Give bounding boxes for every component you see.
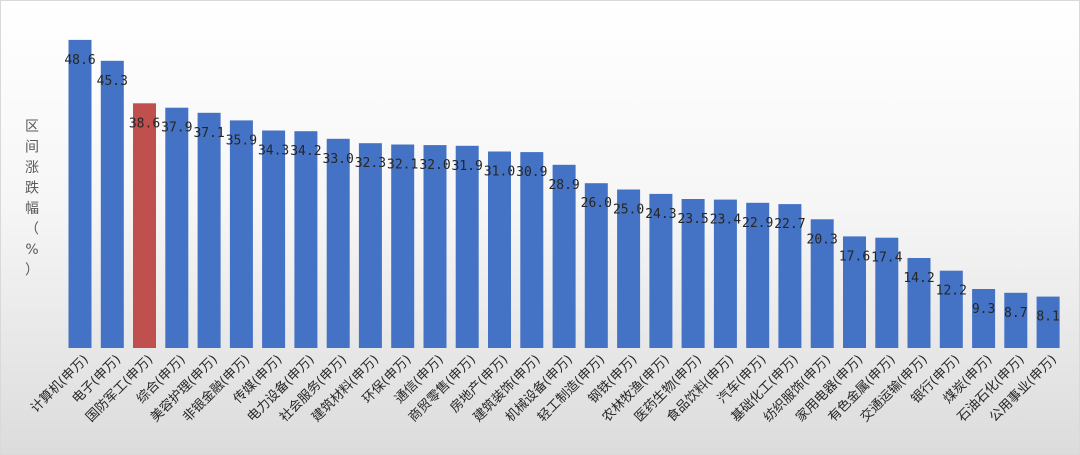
value-label: 17.6: [839, 249, 870, 264]
value-label: 12.2: [936, 284, 967, 299]
value-label: 31.9: [452, 159, 483, 174]
value-label: 8.7: [1004, 306, 1027, 321]
bar: [488, 151, 511, 348]
bar: [1004, 292, 1028, 348]
bar: [294, 131, 318, 348]
bar: [197, 112, 221, 348]
value-label: 32.1: [387, 158, 418, 173]
bar: [165, 107, 189, 348]
value-label: 30.9: [516, 165, 547, 180]
bar: [358, 143, 382, 348]
y-axis-label: 区间涨跌幅（%）: [25, 119, 39, 279]
value-label: 22.9: [742, 216, 773, 231]
value-label: 26.0: [581, 196, 612, 211]
value-label: 45.3: [97, 74, 128, 89]
bar: [778, 204, 802, 348]
bar: [391, 144, 415, 348]
bars-group: [68, 39, 1060, 349]
value-label: 22.7: [774, 217, 805, 232]
value-label: 9.3: [972, 302, 995, 317]
bar: [423, 145, 447, 348]
bar: [1036, 296, 1060, 348]
value-label: 17.4: [871, 251, 902, 266]
bar: [617, 189, 641, 348]
value-label: 8.1: [1036, 310, 1059, 325]
value-label: 37.9: [161, 121, 192, 136]
value-label: 28.9: [548, 178, 579, 193]
bar: [649, 193, 673, 348]
value-label: 31.0: [484, 165, 515, 180]
value-label: 34.3: [258, 144, 289, 159]
bar: [681, 199, 705, 348]
value-label: 24.3: [645, 207, 676, 222]
bar: [455, 145, 479, 348]
bar: [68, 39, 92, 349]
bar: [810, 219, 834, 348]
value-label: 32.3: [355, 156, 386, 171]
bar: [520, 152, 544, 348]
value-label: 20.3: [807, 232, 838, 247]
value-label: 48.6: [64, 53, 95, 68]
bar: [552, 164, 576, 348]
value-label: 23.4: [710, 213, 741, 228]
category-labels-group: 计算机(申万)电子(申万)国防军工(申万)综合(申万)美容护理(申万)非银金融(…: [28, 352, 1060, 426]
value-label: 25.0: [613, 203, 644, 218]
value-label: 38.6: [129, 116, 160, 131]
bar: [584, 183, 608, 348]
value-label: 35.9: [226, 133, 257, 148]
y-axis-label-text: 区间涨跌幅（%）: [25, 119, 39, 279]
bar: [133, 103, 156, 348]
value-label: 23.5: [677, 212, 708, 227]
bar: [907, 258, 931, 348]
value-labels-group: 48.645.3 38.6 37.9 37.135.934.3 34.233.0 32.3…: [64, 53, 1059, 325]
value-label: 33.0: [323, 152, 354, 167]
bar: [875, 237, 899, 348]
bar: [713, 199, 737, 348]
bar: [229, 120, 253, 349]
bar: [100, 60, 124, 349]
bar: [326, 138, 350, 348]
bar: [746, 202, 770, 348]
bar: [262, 130, 286, 348]
value-label: 14.2: [903, 271, 934, 286]
bar: [843, 236, 866, 348]
value-label: 34.2: [290, 144, 321, 159]
bar: [972, 289, 996, 348]
bar: [939, 270, 963, 348]
value-label: 32.0: [419, 158, 450, 173]
value-label: 37.1: [193, 126, 224, 141]
